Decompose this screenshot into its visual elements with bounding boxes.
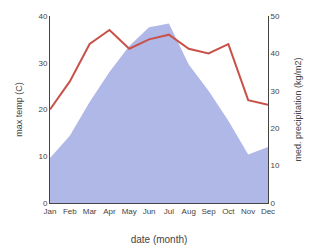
svg-text:med. precipitation (kg/m2): med. precipitation (kg/m2) <box>293 57 303 161</box>
svg-text:Dec: Dec <box>261 207 275 216</box>
svg-text:Oct: Oct <box>222 207 235 216</box>
svg-text:20: 20 <box>38 105 47 114</box>
svg-text:date (month): date (month) <box>131 234 188 245</box>
svg-text:20: 20 <box>271 124 280 133</box>
svg-text:Apr: Apr <box>103 207 116 216</box>
svg-text:30: 30 <box>38 59 47 68</box>
svg-text:Aug: Aug <box>182 207 196 216</box>
svg-text:30: 30 <box>271 87 280 96</box>
svg-text:40: 40 <box>271 49 280 58</box>
svg-text:Jan: Jan <box>44 207 57 216</box>
svg-text:Nov: Nov <box>241 207 255 216</box>
svg-text:50: 50 <box>271 12 280 21</box>
svg-text:40: 40 <box>38 12 47 21</box>
svg-text:max temp (C): max temp (C) <box>14 82 24 137</box>
svg-text:Jun: Jun <box>143 207 156 216</box>
svg-text:Feb: Feb <box>63 207 77 216</box>
svg-text:0: 0 <box>271 199 276 208</box>
svg-text:10: 10 <box>271 161 280 170</box>
svg-text:May: May <box>122 207 137 216</box>
svg-text:Jul: Jul <box>164 207 174 216</box>
svg-text:Sep: Sep <box>201 207 216 216</box>
svg-text:Mar: Mar <box>83 207 97 216</box>
svg-text:0: 0 <box>43 199 48 208</box>
svg-text:10: 10 <box>38 152 47 161</box>
